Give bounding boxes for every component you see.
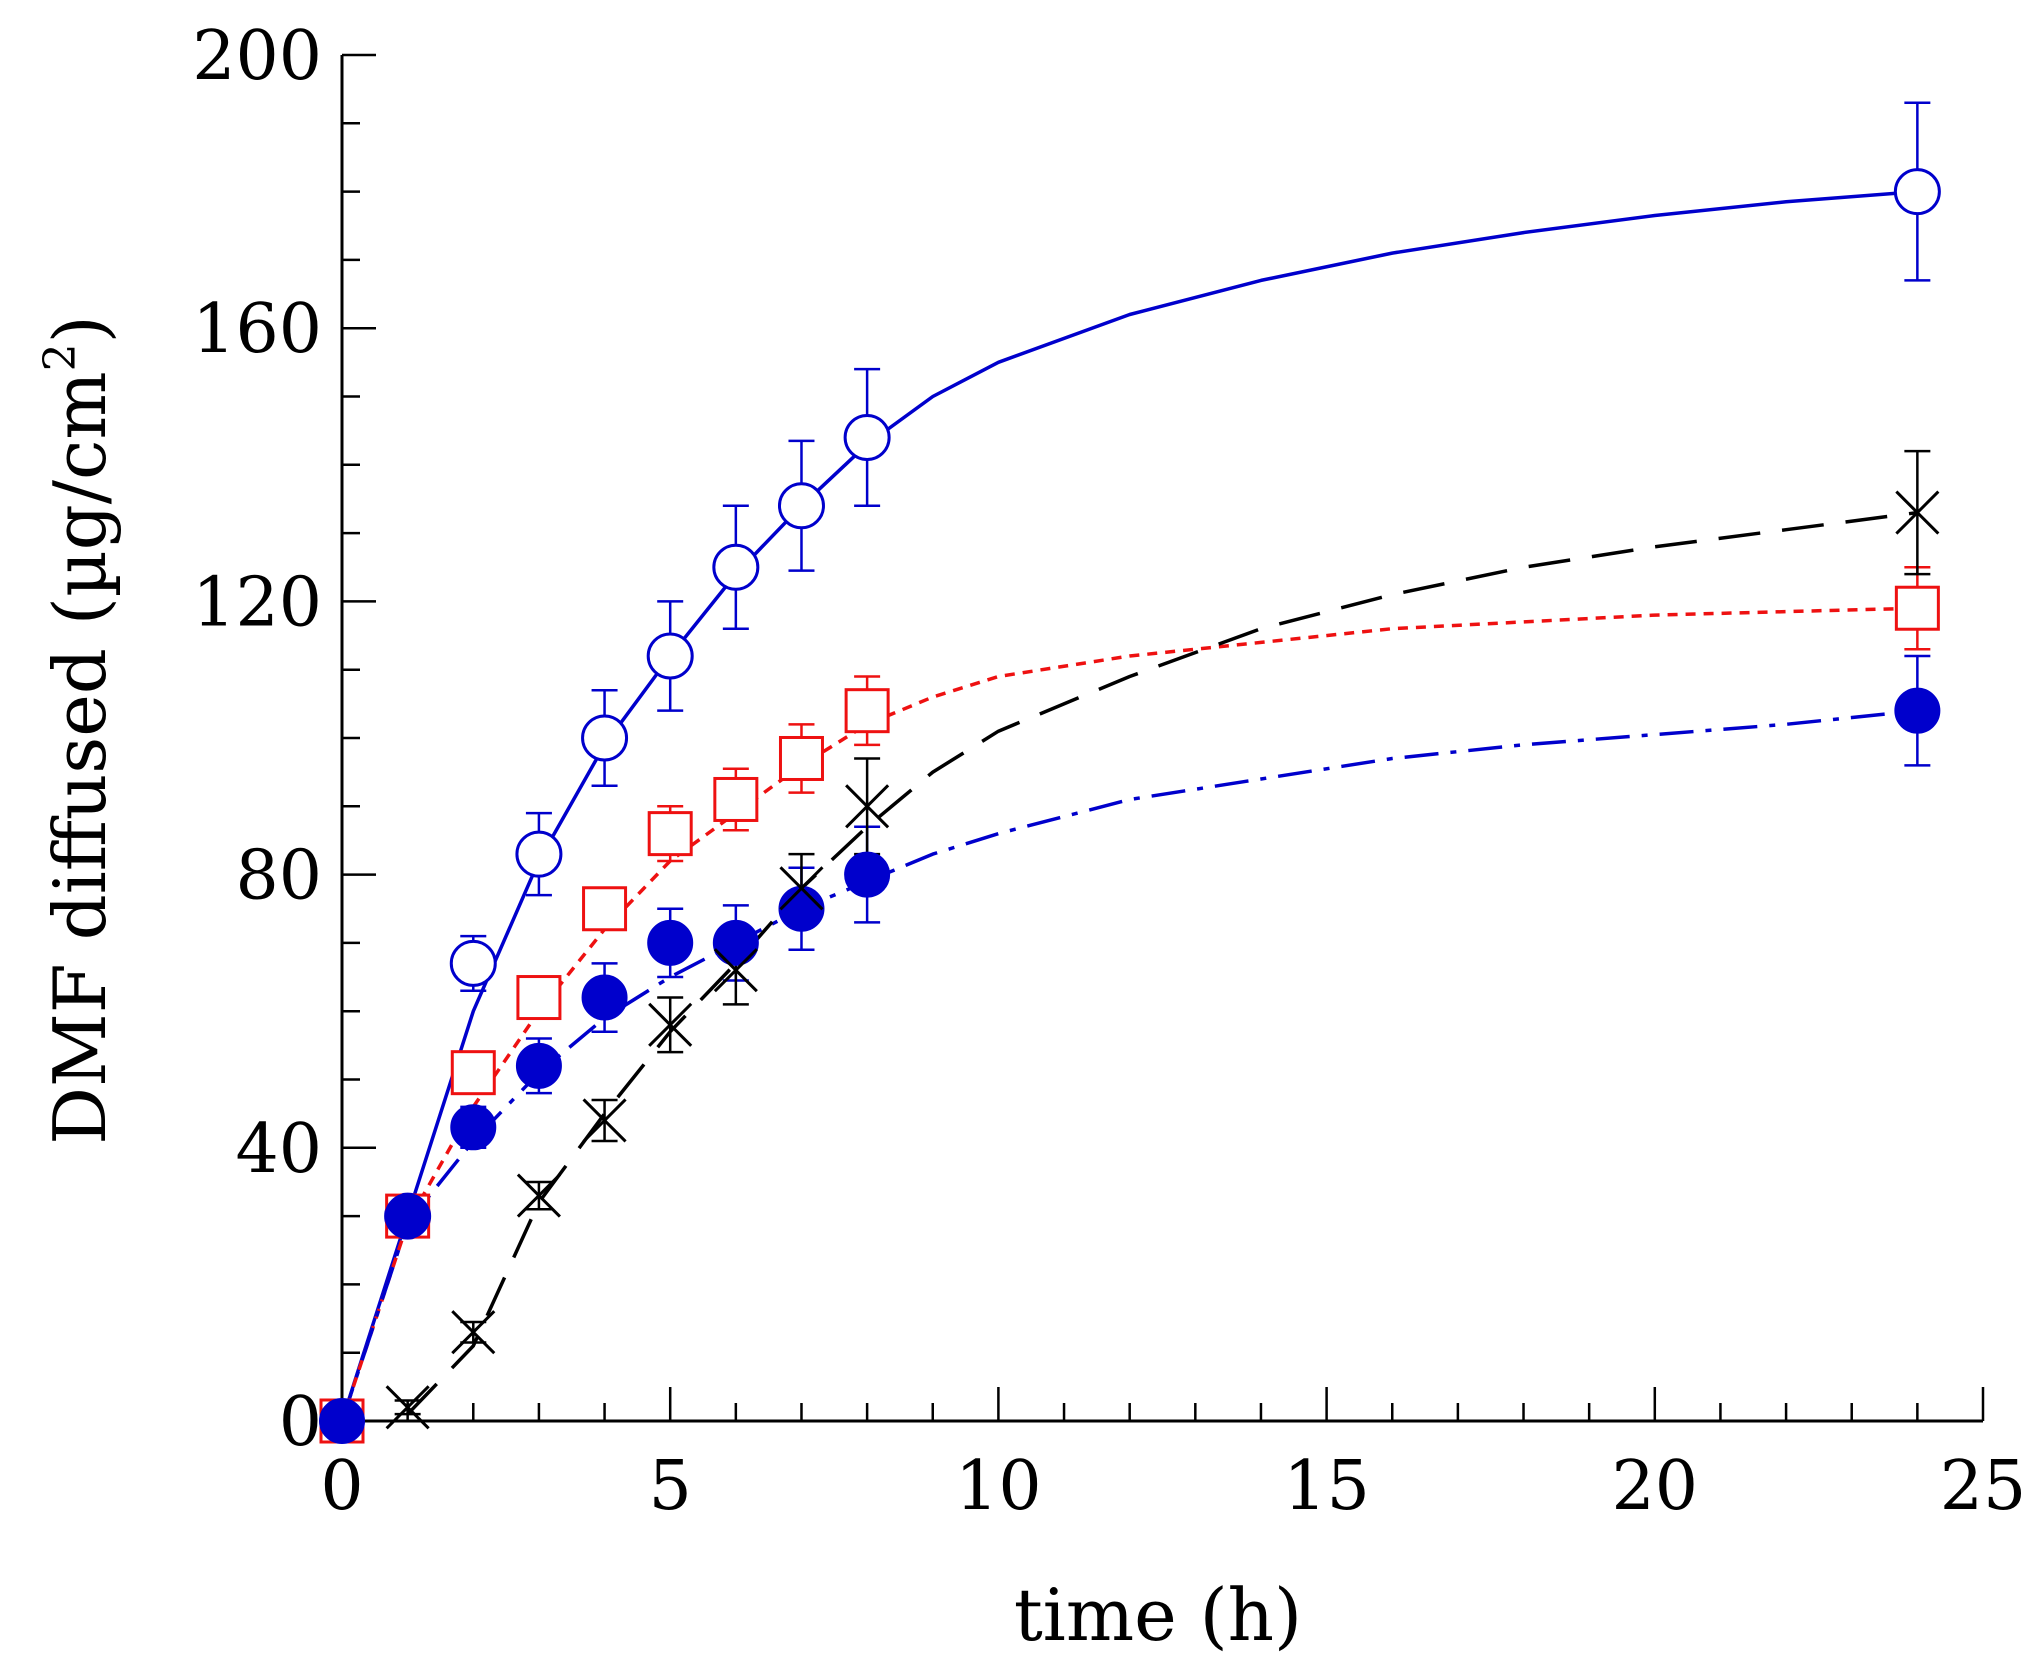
y-axis-title: DMF diffused (µg/cm2) — [35, 315, 122, 1144]
x-tick-label: 15 — [1283, 1447, 1370, 1526]
marker-cross — [451, 1310, 496, 1355]
y-tick-label: 40 — [235, 1110, 322, 1189]
y-axis-title-main: DMF diffused (µg/cm — [38, 371, 122, 1144]
fit-line-open-circle — [340, 189, 1918, 1422]
marker-cross-stroke — [385, 1385, 430, 1430]
y-tick-label: 160 — [192, 290, 322, 369]
marker-open-circle — [646, 632, 694, 680]
x-tick-label: 0 — [320, 1447, 363, 1526]
marker-filled-circle — [778, 885, 825, 932]
marker-cross — [713, 948, 758, 993]
x-tick-label: 20 — [1612, 1447, 1699, 1526]
marker-open-square — [582, 886, 628, 932]
marker-cross-stroke — [713, 948, 758, 993]
marker-cross — [385, 1385, 430, 1430]
marker-open-circle — [843, 413, 891, 461]
marker-open-square — [713, 776, 759, 822]
marker-cross-stroke — [451, 1310, 496, 1355]
marker-filled-circle — [844, 851, 891, 898]
marker-open-square — [450, 1050, 496, 1096]
marker-cross-stroke — [648, 1002, 693, 1047]
y-tick-label: 80 — [235, 837, 322, 916]
marker-open-circle — [777, 482, 825, 530]
axes — [340, 53, 1985, 1423]
y-tick-label: 0 — [279, 1383, 322, 1462]
marker-open-circle — [449, 939, 497, 987]
x-tick-label: 25 — [1940, 1447, 2027, 1526]
y-tick-label: 200 — [192, 17, 322, 96]
marker-cross — [1895, 490, 1940, 535]
marker-open-square — [647, 811, 693, 857]
marker-open-square — [844, 688, 890, 734]
marker-cross-stroke — [516, 1173, 561, 1218]
marker-filled-circle — [515, 1042, 562, 1089]
y-axis-title-close: ) — [38, 315, 122, 343]
marker-cross-stroke — [1895, 490, 1940, 535]
marker-filled-circle — [384, 1193, 431, 1240]
marker-cross-stroke — [582, 1098, 627, 1143]
fit-lines — [340, 189, 1918, 1422]
fit-line-open-square — [340, 606, 1918, 1422]
marker-cross-stroke — [845, 784, 890, 829]
tick-labels: 0 5 10 15 20 25 0 40 80 120 160 200 — [192, 17, 2026, 1526]
x-tick-label: 5 — [649, 1447, 692, 1526]
marker-filled-circle — [581, 974, 628, 1021]
y-axis-title-superscript: 2 — [35, 343, 86, 371]
marker-cross — [845, 784, 890, 829]
marker-filled-circle — [712, 919, 759, 966]
marker-filled-circle — [1894, 687, 1941, 734]
marker-open-circle — [1893, 168, 1941, 216]
marker-filled-circle — [450, 1104, 497, 1151]
data-markers — [319, 168, 1941, 1444]
x-tick-label: 10 — [955, 1447, 1042, 1526]
x-axis-title: time (h) — [1014, 1573, 1302, 1657]
marker-filled-circle — [319, 1398, 365, 1444]
marker-filled-circle — [647, 919, 694, 966]
marker-cross — [779, 866, 824, 911]
error-bars — [394, 101, 1931, 1416]
marker-open-square — [516, 975, 562, 1021]
marker-cross — [648, 1002, 693, 1047]
marker-open-circle — [581, 714, 629, 762]
y-tick-label: 120 — [192, 563, 322, 642]
fit-line-filled-circle — [340, 708, 1918, 1422]
marker-cross — [516, 1173, 561, 1218]
marker-open-circle — [515, 830, 563, 878]
marker-open-circle — [712, 543, 760, 591]
marker-open-square — [778, 735, 824, 781]
marker-cross — [582, 1098, 627, 1143]
fit-line-cross — [406, 510, 1918, 1416]
marker-cross-stroke — [779, 866, 824, 911]
marker-open-square — [1894, 585, 1940, 631]
